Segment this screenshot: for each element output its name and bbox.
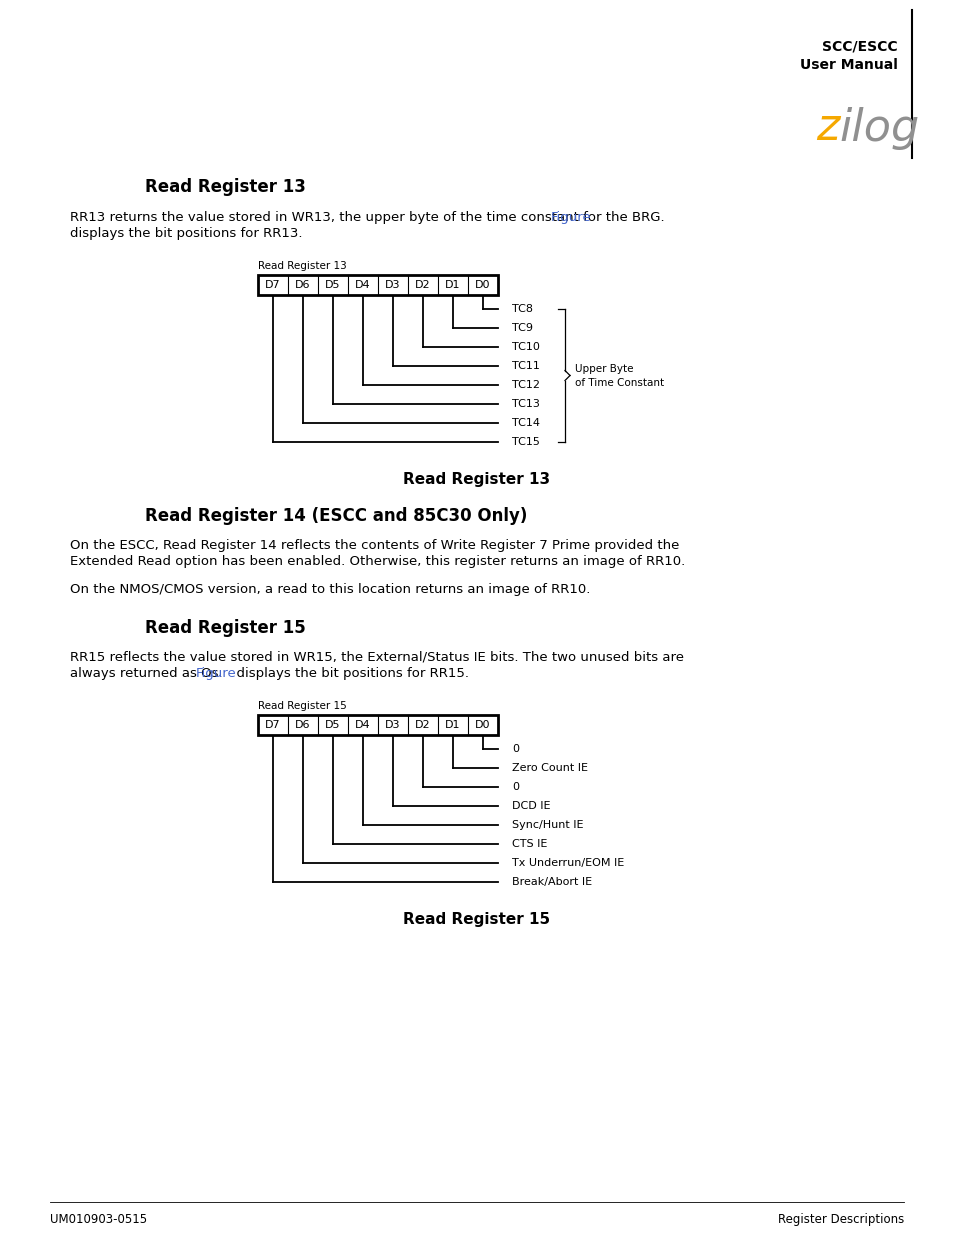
Text: On the NMOS/CMOS version, a read to this location returns an image of RR10.: On the NMOS/CMOS version, a read to this… (70, 583, 590, 597)
Text: TC13: TC13 (512, 399, 539, 409)
Text: RR13 returns the value stored in WR13, the upper byte of the time constant for t: RR13 returns the value stored in WR13, t… (70, 211, 668, 224)
Text: TC8: TC8 (512, 304, 533, 314)
Text: D3: D3 (385, 280, 400, 290)
Text: Read Register 13: Read Register 13 (145, 178, 306, 196)
Bar (257, 275, 497, 295)
Text: Upper Byte: Upper Byte (575, 363, 633, 373)
Text: Read Register 15: Read Register 15 (403, 911, 550, 927)
Text: Read Register 15: Read Register 15 (145, 619, 305, 637)
Text: D2: D2 (415, 280, 431, 290)
Bar (257, 715, 497, 735)
Text: SCC/ESCC: SCC/ESCC (821, 40, 897, 54)
Text: D7: D7 (265, 720, 280, 730)
Text: Extended Read option has been enabled. Otherwise, this register returns an image: Extended Read option has been enabled. O… (70, 555, 684, 568)
Text: 0: 0 (512, 743, 518, 755)
Text: TC9: TC9 (512, 324, 533, 333)
Text: D0: D0 (475, 280, 490, 290)
Text: D1: D1 (445, 280, 460, 290)
Text: of Time Constant: of Time Constant (575, 378, 663, 389)
Text: D5: D5 (325, 280, 340, 290)
Text: Read Register 14 (ESCC and 85C30 Only): Read Register 14 (ESCC and 85C30 Only) (145, 508, 527, 525)
Text: Register Descriptions: Register Descriptions (777, 1213, 903, 1226)
Text: z: z (815, 106, 839, 149)
Text: User Manual: User Manual (800, 58, 897, 72)
Text: RR15 reflects the value stored in WR15, the External/Status IE bits. The two unu: RR15 reflects the value stored in WR15, … (70, 651, 683, 664)
Text: D5: D5 (325, 720, 340, 730)
Text: always returned as Os.: always returned as Os. (70, 667, 227, 680)
Text: D0: D0 (475, 720, 490, 730)
Text: D1: D1 (445, 720, 460, 730)
Text: Tx Underrun/EOM IE: Tx Underrun/EOM IE (512, 858, 623, 868)
Text: UM010903-0515: UM010903-0515 (50, 1213, 147, 1226)
Text: D6: D6 (294, 280, 311, 290)
Text: D7: D7 (265, 280, 280, 290)
Text: Read Register 13: Read Register 13 (403, 472, 550, 487)
Text: displays the bit positions for RR15.: displays the bit positions for RR15. (228, 667, 469, 680)
Text: Zero Count IE: Zero Count IE (512, 763, 587, 773)
Text: TC11: TC11 (512, 361, 539, 370)
Text: Figure: Figure (195, 667, 236, 680)
Text: CTS IE: CTS IE (512, 839, 547, 848)
Text: Read Register 15: Read Register 15 (257, 701, 346, 711)
Text: Read Register 13: Read Register 13 (257, 261, 346, 270)
Text: displays the bit positions for RR13.: displays the bit positions for RR13. (70, 227, 302, 240)
Text: D6: D6 (294, 720, 311, 730)
Text: ilog: ilog (838, 106, 919, 149)
Text: Break/Abort IE: Break/Abort IE (512, 877, 592, 887)
Text: On the ESCC, Read Register 14 reflects the contents of Write Register 7 Prime pr: On the ESCC, Read Register 14 reflects t… (70, 538, 679, 552)
Text: D3: D3 (385, 720, 400, 730)
Text: TC12: TC12 (512, 380, 539, 390)
Text: Figure: Figure (550, 211, 591, 224)
Text: TC14: TC14 (512, 417, 539, 429)
Text: D2: D2 (415, 720, 431, 730)
Text: TC10: TC10 (512, 342, 539, 352)
Text: 0: 0 (512, 782, 518, 792)
Text: DCD IE: DCD IE (512, 802, 550, 811)
Text: TC15: TC15 (512, 437, 539, 447)
Text: D4: D4 (355, 280, 371, 290)
Text: Sync/Hunt IE: Sync/Hunt IE (512, 820, 583, 830)
Text: D4: D4 (355, 720, 371, 730)
